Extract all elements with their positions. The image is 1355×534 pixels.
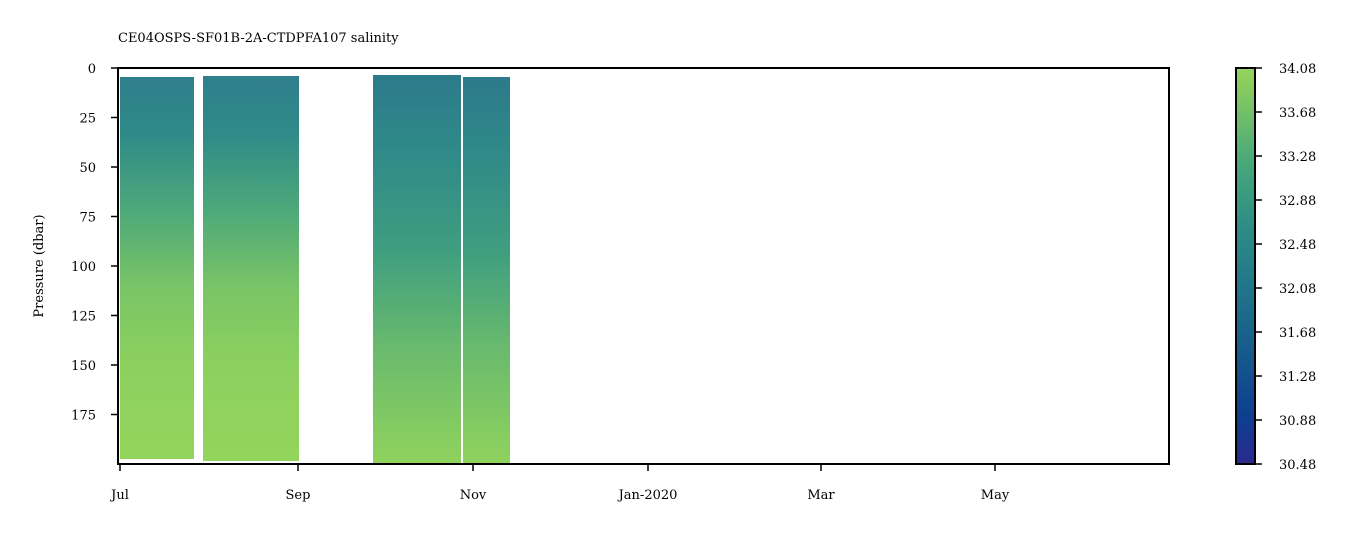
- x-tick-label: Sep: [286, 488, 311, 503]
- colorbar-ticks: 30.48 30.88 31.28 31.68 32.08 32.48 32.88 33.28…: [1255, 62, 1316, 473]
- x-tick-label: May: [981, 488, 1010, 503]
- colorbar-tick-label: 34.08: [1279, 62, 1316, 77]
- colorbar-tick-label: 33.28: [1279, 150, 1316, 165]
- y-axis-label: Pressure (dbar): [32, 214, 47, 317]
- colorbar-tick-label: 30.88: [1279, 414, 1316, 429]
- colorbar-tick-label: 31.28: [1279, 370, 1316, 385]
- colorbar: [1235, 67, 1256, 465]
- data-segment: [373, 75, 461, 464]
- y-tick-label: 75: [79, 211, 96, 226]
- data-segment: [120, 77, 194, 459]
- x-tick-label: Jan-2020: [617, 488, 678, 503]
- colorbar-tick-label: 33.68: [1279, 106, 1316, 121]
- y-tick-label: 125: [71, 310, 96, 325]
- x-tick-label: Mar: [807, 488, 835, 503]
- plot-area: [120, 75, 510, 464]
- x-axis-ticks: Jul Sep Nov Jan-2020 Mar May: [109, 464, 1010, 503]
- y-tick-label: 100: [71, 260, 96, 275]
- y-tick-label: 150: [71, 359, 96, 374]
- x-tick-label: Nov: [460, 488, 487, 503]
- data-segment: [463, 77, 510, 464]
- y-tick-label: 50: [79, 161, 96, 176]
- chart-title: CE04OSPS-SF01B-2A-CTDPFA107 salinity: [118, 31, 399, 46]
- colorbar-tick-label: 32.48: [1279, 238, 1316, 253]
- x-tick-label: Jul: [109, 488, 129, 503]
- colorbar-tick-label: 32.08: [1279, 282, 1316, 297]
- colorbar-tick-label: 31.68: [1279, 326, 1316, 341]
- y-tick-label: 0: [88, 62, 96, 77]
- y-tick-label: 175: [71, 409, 96, 424]
- colorbar-tick-label: 32.88: [1279, 194, 1316, 209]
- colorbar-tick-label: 30.48: [1279, 458, 1316, 473]
- y-tick-label: 25: [79, 112, 96, 127]
- y-axis-ticks: 0 25 50 75 100 125 150 175: [71, 62, 118, 424]
- data-segment: [203, 76, 299, 461]
